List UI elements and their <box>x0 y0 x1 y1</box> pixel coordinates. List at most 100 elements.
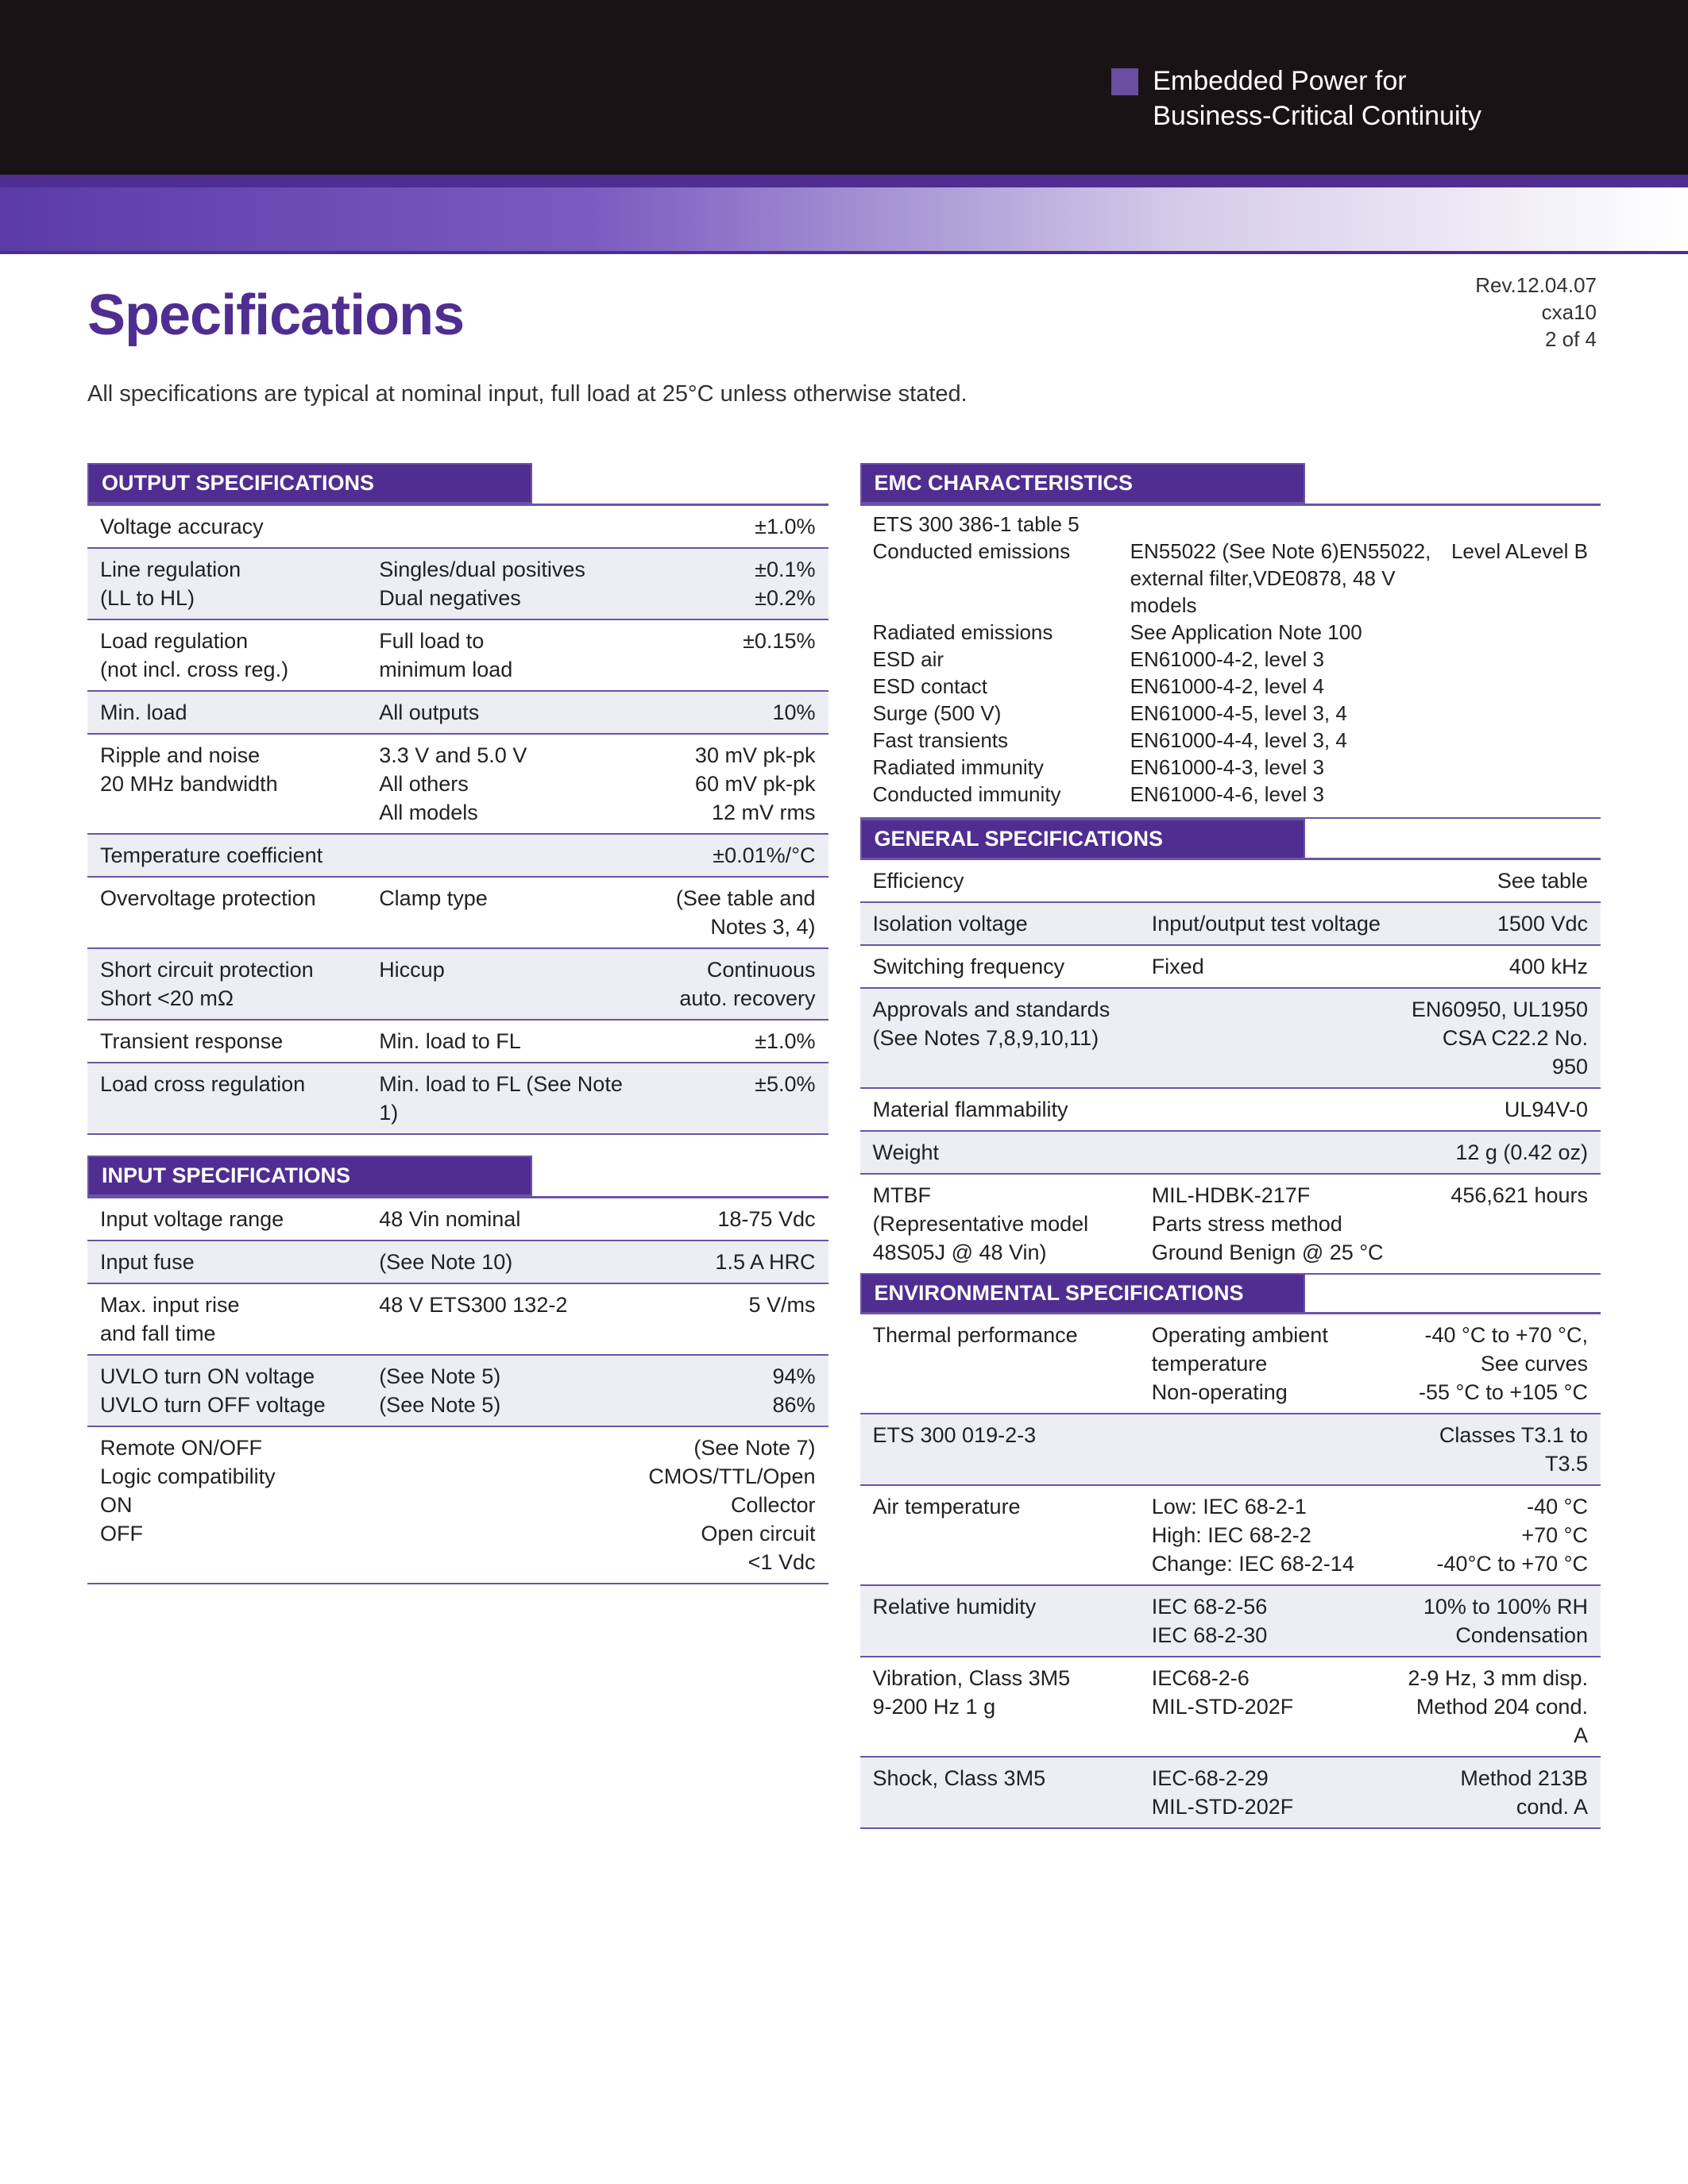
cell-cond: 48 V ETS300 132-2 <box>379 1291 629 1348</box>
cell-value: 30 mV pk-pk60 mV pk-pk12 mV rms <box>629 741 815 827</box>
env-spec-title: ENVIRONMENTAL SPECIFICATIONS <box>860 1273 1305 1314</box>
table-row: MTBF(Representative model48S05J @ 48 Vin… <box>860 1175 1601 1275</box>
emc-std: EN61000-4-5, level 3, 4 <box>1130 700 1445 727</box>
cell-value: 400 kHz <box>1402 952 1588 981</box>
columns: OUTPUT SPECIFICATIONS Voltage accuracy±1… <box>87 463 1601 1829</box>
cell-value: See table <box>1402 866 1588 895</box>
emc-std: EN61000-4-2, level 3 <box>1130 646 1445 673</box>
emc-param: Conducted immunity <box>873 781 1130 808</box>
cell-cond: Full load tominimum load <box>379 627 629 684</box>
cell-value: 10% <box>629 698 815 727</box>
intro-text: All specifications are typical at nomina… <box>87 381 1601 407</box>
cell-value: ±0.01%/°C <box>629 841 815 870</box>
cell-cond <box>1152 1095 1402 1124</box>
cell-param: Load regulation(not incl. cross reg.) <box>100 627 379 684</box>
cell-cond: Input/output test voltage <box>1152 909 1402 938</box>
table-row: Load regulation(not incl. cross reg.)Ful… <box>87 620 829 692</box>
cell-value: -40 °C to +70 °C,See curves-55 °C to +10… <box>1402 1321 1588 1406</box>
cell-param: Max. input riseand fall time <box>100 1291 379 1348</box>
emc-param: Fast transients <box>873 727 1130 754</box>
emc-level <box>1445 754 1588 781</box>
cell-cond: (See Note 5)(See Note 5) <box>379 1362 629 1419</box>
cell-value: 94%86% <box>629 1362 815 1419</box>
cell-param: Input voltage range <box>100 1205 379 1233</box>
header-black-bar: Embedded Power for Business-Critical Con… <box>0 0 1688 175</box>
input-spec-table: Input voltage range48 Vin nominal18-75 V… <box>87 1196 829 1584</box>
emc-std: EN61000-4-6, level 3 <box>1130 781 1445 808</box>
table-row: Line regulation(LL to HL)Singles/dual po… <box>87 549 829 620</box>
revision-block: Rev.12.04.07 cxa10 2 of 4 <box>1475 272 1597 353</box>
table-row: Relative humidityIEC 68-2-56IEC 68-2-301… <box>860 1586 1601 1657</box>
table-row: Transient responseMin. load to FL±1.0% <box>87 1021 829 1063</box>
output-spec-table: Voltage accuracy±1.0%Line regulation(LL … <box>87 504 829 1135</box>
cell-cond: 48 Vin nominal <box>379 1205 629 1233</box>
cell-value: 1.5 A HRC <box>629 1248 815 1276</box>
cell-value: 12 g (0.42 oz) <box>1402 1138 1588 1167</box>
cell-value: 5 V/ms <box>629 1291 815 1348</box>
emc-header: ETS 300 386-1 table 5 <box>873 511 1130 538</box>
emc-level <box>1445 700 1588 727</box>
cell-cond <box>379 1433 629 1576</box>
table-row: Min. loadAll outputs10% <box>87 692 829 735</box>
table-row: ETS 300 019-2-3Classes T3.1 to T3.5 <box>860 1414 1601 1486</box>
cell-value: Classes T3.1 to T3.5 <box>1402 1421 1588 1478</box>
cell-value: ±0.1%±0.2% <box>629 555 815 612</box>
table-row: Input fuse(See Note 10)1.5 A HRC <box>87 1241 829 1284</box>
cell-cond: IEC 68-2-56IEC 68-2-30 <box>1152 1592 1402 1650</box>
env-spec-table: Thermal performanceOperating ambienttemp… <box>860 1312 1601 1829</box>
cell-value: ±5.0% <box>629 1070 815 1127</box>
general-spec-title: GENERAL SPECIFICATIONS <box>860 819 1305 859</box>
cell-param: Material flammability <box>873 1095 1152 1124</box>
cell-param: MTBF(Representative model48S05J @ 48 Vin… <box>873 1181 1152 1267</box>
cell-cond <box>1152 1421 1402 1478</box>
emc-std: See Application Note 100 <box>1130 619 1445 646</box>
cell-cond: Hiccup <box>379 955 629 1013</box>
emc-std: EN55022 (See Note 6)EN55022, external fi… <box>1130 538 1445 619</box>
table-row: Material flammabilityUL94V-0 <box>860 1089 1601 1132</box>
revision-date: Rev.12.04.07 <box>1475 272 1597 299</box>
table-row: Approvals and standards(See Notes 7,8,9,… <box>860 989 1601 1089</box>
table-row: Max. input riseand fall time48 V ETS300 … <box>87 1284 829 1356</box>
cell-param: Remote ON/OFFLogic compatibilityONOFF <box>100 1433 379 1576</box>
cell-param: Approvals and standards(See Notes 7,8,9,… <box>873 995 1152 1081</box>
cell-cond: Low: IEC 68-2-1High: IEC 68-2-2Change: I… <box>1152 1492 1402 1578</box>
cell-value: ±1.0% <box>629 512 815 541</box>
emc-row: Conducted immunityEN61000-4-6, level 3 <box>860 781 1601 808</box>
cell-value: -40 °C+70 °C-40°C to +70 °C <box>1402 1492 1588 1578</box>
table-row: Input voltage range48 Vin nominal18-75 V… <box>87 1198 829 1241</box>
page-title: Specifications <box>87 283 1601 348</box>
output-spec-title: OUTPUT SPECIFICATIONS <box>87 463 532 504</box>
revision-code: cxa10 <box>1475 299 1597 326</box>
table-row: Isolation voltageInput/output test volta… <box>860 903 1601 946</box>
table-row: EfficiencySee table <box>860 860 1601 903</box>
emc-title: EMC CHARACTERISTICS <box>860 463 1305 504</box>
cell-value: EN60950, UL1950CSA C22.2 No. 950 <box>1402 995 1588 1081</box>
cell-cond: 3.3 V and 5.0 VAll othersAll models <box>379 741 629 827</box>
emc-row: ESD contactEN61000-4-2, level 4 <box>860 673 1601 700</box>
cell-param: Temperature coefficient <box>100 841 379 870</box>
cell-cond: MIL-HDBK-217FParts stress methodGround B… <box>1152 1181 1402 1267</box>
emc-level <box>1445 781 1588 808</box>
table-row: Remote ON/OFFLogic compatibilityONOFF(Se… <box>87 1427 829 1584</box>
cell-cond: Min. load to FL (See Note 1) <box>379 1070 629 1127</box>
cell-value: Method 213B cond. A <box>1402 1764 1588 1821</box>
cell-param: Isolation voltage <box>873 909 1152 938</box>
cell-param: Ripple and noise20 MHz bandwidth <box>100 741 379 827</box>
emc-row: Radiated immunityEN61000-4-3, level 3 <box>860 754 1601 781</box>
cell-cond: Clamp type <box>379 884 629 941</box>
cell-param: Thermal performance <box>873 1321 1152 1406</box>
emc-row: ESD airEN61000-4-2, level 3 <box>860 646 1601 673</box>
cell-cond <box>1152 866 1402 895</box>
cell-cond <box>1152 995 1402 1081</box>
emc-param: Conducted emissions <box>873 538 1130 619</box>
cell-param: Line regulation(LL to HL) <box>100 555 379 612</box>
table-row: Switching frequencyFixed400 kHz <box>860 946 1601 989</box>
header-purple-strip <box>0 175 1688 187</box>
table-row: Load cross regulationMin. load to FL (Se… <box>87 1063 829 1135</box>
cell-value: 1500 Vdc <box>1402 909 1588 938</box>
tagline-line2: Business-Critical Continuity <box>1153 101 1481 131</box>
header-tagline-text: Embedded Power for Business-Critical Con… <box>1153 64 1481 133</box>
cell-value: Continuousauto. recovery <box>629 955 815 1013</box>
right-column: EMC CHARACTERISTICS ETS 300 386-1 table … <box>860 463 1601 1829</box>
cell-cond <box>379 841 629 870</box>
